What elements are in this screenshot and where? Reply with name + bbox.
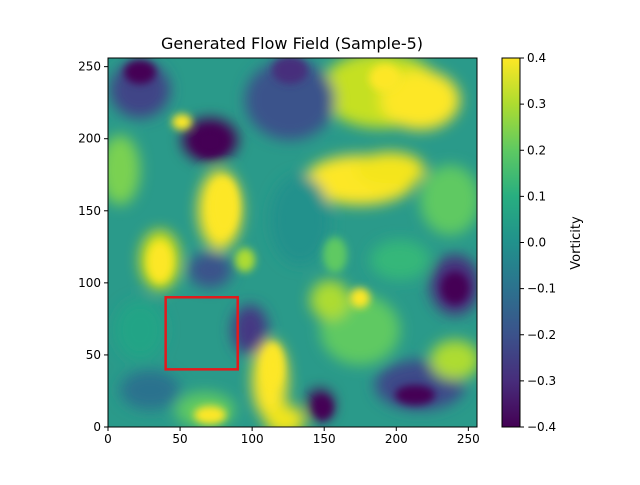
y-tick-label: 100 [78,276,101,290]
x-axis: 0 50 100 150 200 250 [104,427,480,446]
colorbar-tick-label: 0.2 [527,143,546,157]
y-tick-label: 200 [78,132,101,146]
x-tick-label: 150 [313,432,336,446]
y-tick-label: 0 [93,420,101,434]
x-tick-label: 50 [172,432,187,446]
colorbar-tick-label: 0.1 [527,189,546,203]
x-tick-label: 100 [241,432,264,446]
chart-title: Generated Flow Field (Sample-5) [161,34,423,53]
colorbar-tick-label: −0.3 [527,374,556,388]
colorbar-tick-label: 0.4 [527,51,546,65]
colorbar-tick-label: 0.0 [527,236,546,250]
highlight-box [164,296,239,371]
y-tick-label: 50 [86,348,101,362]
colorbar-tick-label: −0.4 [527,420,556,434]
y-tick-label: 150 [78,204,101,218]
colorbar-tick-label: 0.3 [527,97,546,111]
y-tick-label: 250 [78,60,101,74]
colorbar-label: Vorticity [569,216,584,270]
x-tick-label: 0 [104,432,112,446]
y-axis: 0 50 100 150 200 250 [78,60,108,434]
colorbar [501,57,521,428]
plot-frame [107,57,478,428]
x-tick-label: 200 [385,432,408,446]
colorbar-tick-label: −0.2 [527,328,556,342]
colorbar-ticks: 0.4 0.3 0.2 0.1 0.0 −0.1 −0.2 −0.3 −0.4 [520,51,556,434]
colorbar-tick-label: −0.1 [527,282,556,296]
x-tick-label: 250 [457,432,480,446]
vorticity-heatmap [108,58,477,427]
